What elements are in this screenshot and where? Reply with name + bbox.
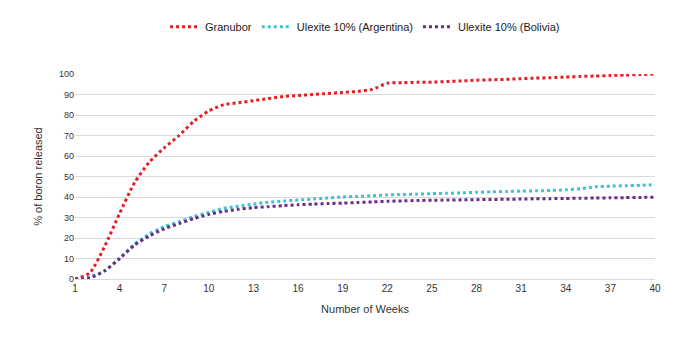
svg-text:Ulexite 10% (Argentina): Ulexite 10% (Argentina) [297,21,413,33]
svg-text:10: 10 [203,283,215,294]
svg-text:0: 0 [69,274,74,284]
svg-text:100: 100 [59,69,74,79]
svg-text:70: 70 [64,131,74,141]
svg-text:31: 31 [516,283,528,294]
svg-text:Ulexite 10% (Bolivia): Ulexite 10% (Bolivia) [458,21,559,33]
svg-text:13: 13 [248,283,260,294]
svg-text:19: 19 [337,283,349,294]
svg-text:Number of Weeks: Number of Weeks [321,303,409,315]
svg-text:% of boron released: % of boron released [32,127,44,225]
svg-text:37: 37 [605,283,617,294]
svg-text:16: 16 [293,283,305,294]
svg-text:80: 80 [64,110,74,120]
svg-text:60: 60 [64,151,74,161]
svg-text:50: 50 [64,172,74,182]
svg-text:4: 4 [117,283,123,294]
svg-text:30: 30 [64,213,74,223]
svg-text:22: 22 [382,283,394,294]
svg-text:Granubor: Granubor [205,21,252,33]
svg-text:90: 90 [64,90,74,100]
svg-text:40: 40 [649,283,661,294]
svg-text:10: 10 [64,254,74,264]
svg-text:25: 25 [426,283,438,294]
svg-text:28: 28 [471,283,483,294]
svg-text:40: 40 [64,192,74,202]
svg-text:34: 34 [560,283,572,294]
svg-text:1: 1 [72,283,78,294]
svg-text:20: 20 [64,233,74,243]
svg-text:7: 7 [161,283,167,294]
